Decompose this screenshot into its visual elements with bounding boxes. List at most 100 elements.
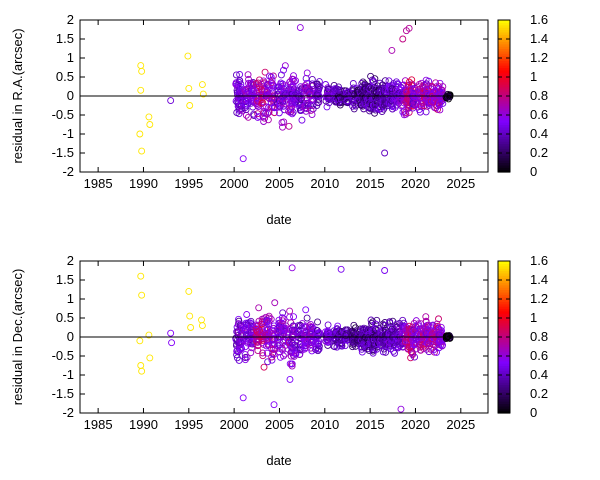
residual-point [302, 107, 310, 115]
x-tick-label: 1985 [84, 417, 113, 432]
colorbar-band [498, 141, 510, 145]
residual-point [288, 103, 296, 110]
residual-point [233, 354, 241, 362]
x-tick-label: 2015 [356, 176, 385, 191]
residual-point [241, 354, 249, 361]
residual-point [271, 299, 279, 307]
residual-point [136, 130, 144, 138]
colorbar-tick-label: 0.4 [530, 126, 548, 141]
colorbar-band [498, 356, 510, 359]
colorbar-band [498, 22, 510, 26]
y-tick-label: 2 [67, 12, 74, 27]
residual-point [290, 85, 298, 93]
residual-point [443, 93, 450, 101]
x-tick-label: 2005 [265, 417, 294, 432]
residual-point [308, 324, 316, 332]
y-tick-label: 0.5 [56, 69, 74, 84]
residual-point [145, 331, 153, 339]
residual-point [359, 78, 367, 86]
colorbar-band [498, 318, 510, 321]
residual-point [268, 353, 276, 361]
colorbar-band [498, 353, 510, 357]
colorbar-band [498, 160, 510, 164]
colorbar-band [498, 150, 510, 154]
residual-point [372, 320, 380, 328]
residual-point [399, 35, 407, 43]
colorbar-band [498, 69, 510, 73]
residual-point [315, 345, 323, 353]
colorbar-band [498, 107, 510, 111]
residual-point [436, 97, 444, 105]
residual-point [425, 77, 433, 85]
residual-point [288, 362, 296, 370]
residual-point [137, 62, 145, 70]
colorbar-band [498, 81, 510, 85]
y-axis-label: residual in Dec.(arcsec) [10, 269, 25, 406]
residual-point [437, 328, 445, 336]
residual-point [435, 315, 442, 323]
y-tick-label: 0 [67, 88, 74, 103]
colorbar-band [498, 84, 510, 88]
residual-point [198, 322, 206, 330]
residual-point [268, 102, 276, 110]
y-tick-label: 2 [67, 253, 74, 268]
colorbar-tick-label: 1.6 [530, 253, 548, 268]
residual-point [382, 348, 390, 356]
colorbar-tick-label: 1 [530, 310, 537, 325]
residual-point [261, 114, 269, 122]
residual-point [411, 353, 419, 361]
residual-point [397, 405, 405, 413]
residual-point [288, 360, 296, 368]
colorbar-band [498, 67, 510, 71]
colorbar-band [498, 100, 510, 104]
residual-point [404, 342, 412, 350]
residual-point [280, 66, 287, 74]
residual-point [307, 106, 315, 114]
colorbar-band [498, 46, 510, 50]
colorbar-band [498, 105, 510, 109]
residual-point [372, 106, 380, 114]
x-tick-label: 2005 [265, 176, 294, 191]
residual-point [267, 103, 275, 111]
y-tick-label: -1.5 [52, 145, 74, 160]
colorbar-band [498, 72, 510, 76]
y-tick-label: -1.5 [52, 386, 74, 401]
marker-layer [136, 24, 454, 163]
colorbar-band [498, 325, 510, 329]
colorbar-band [498, 348, 510, 352]
colorbar-band [498, 408, 510, 412]
residual-point [244, 71, 252, 79]
residual-point [338, 342, 346, 350]
colorbar-band [498, 329, 510, 333]
y-tick-label: 1 [67, 291, 74, 306]
colorbar-band [498, 296, 510, 300]
colorbar-band [498, 308, 510, 312]
y-tick-label: 1.5 [56, 272, 74, 287]
colorbar-band [498, 65, 510, 69]
colorbar-band [498, 377, 510, 381]
colorbar-band [498, 24, 510, 28]
residual-point [237, 102, 245, 110]
residual-point [280, 329, 287, 337]
colorbar-band [498, 280, 510, 283]
residual-point [324, 321, 332, 329]
residual-point [268, 356, 276, 364]
colorbar-band [498, 79, 510, 83]
residual-point [288, 110, 296, 118]
x-tick-label: 1985 [84, 176, 113, 191]
colorbar-band [498, 27, 510, 31]
residual-point [394, 344, 402, 352]
colorbar-band [498, 320, 510, 324]
residual-point [259, 349, 267, 357]
residual-point [399, 316, 407, 324]
residual-point [381, 149, 389, 157]
residual-point [185, 287, 193, 295]
panel-bottom: -2 -1.5 -1 -0.5 0 0.5 1 1.5 2 1985 1990 1995 2000 200… [10, 253, 548, 468]
residual-point [296, 24, 304, 32]
residual-point [268, 84, 276, 92]
residual-point [388, 46, 396, 54]
residual-point [261, 68, 269, 76]
colorbar-band [498, 112, 510, 116]
residual-point [264, 116, 272, 124]
residual-point [409, 349, 417, 357]
